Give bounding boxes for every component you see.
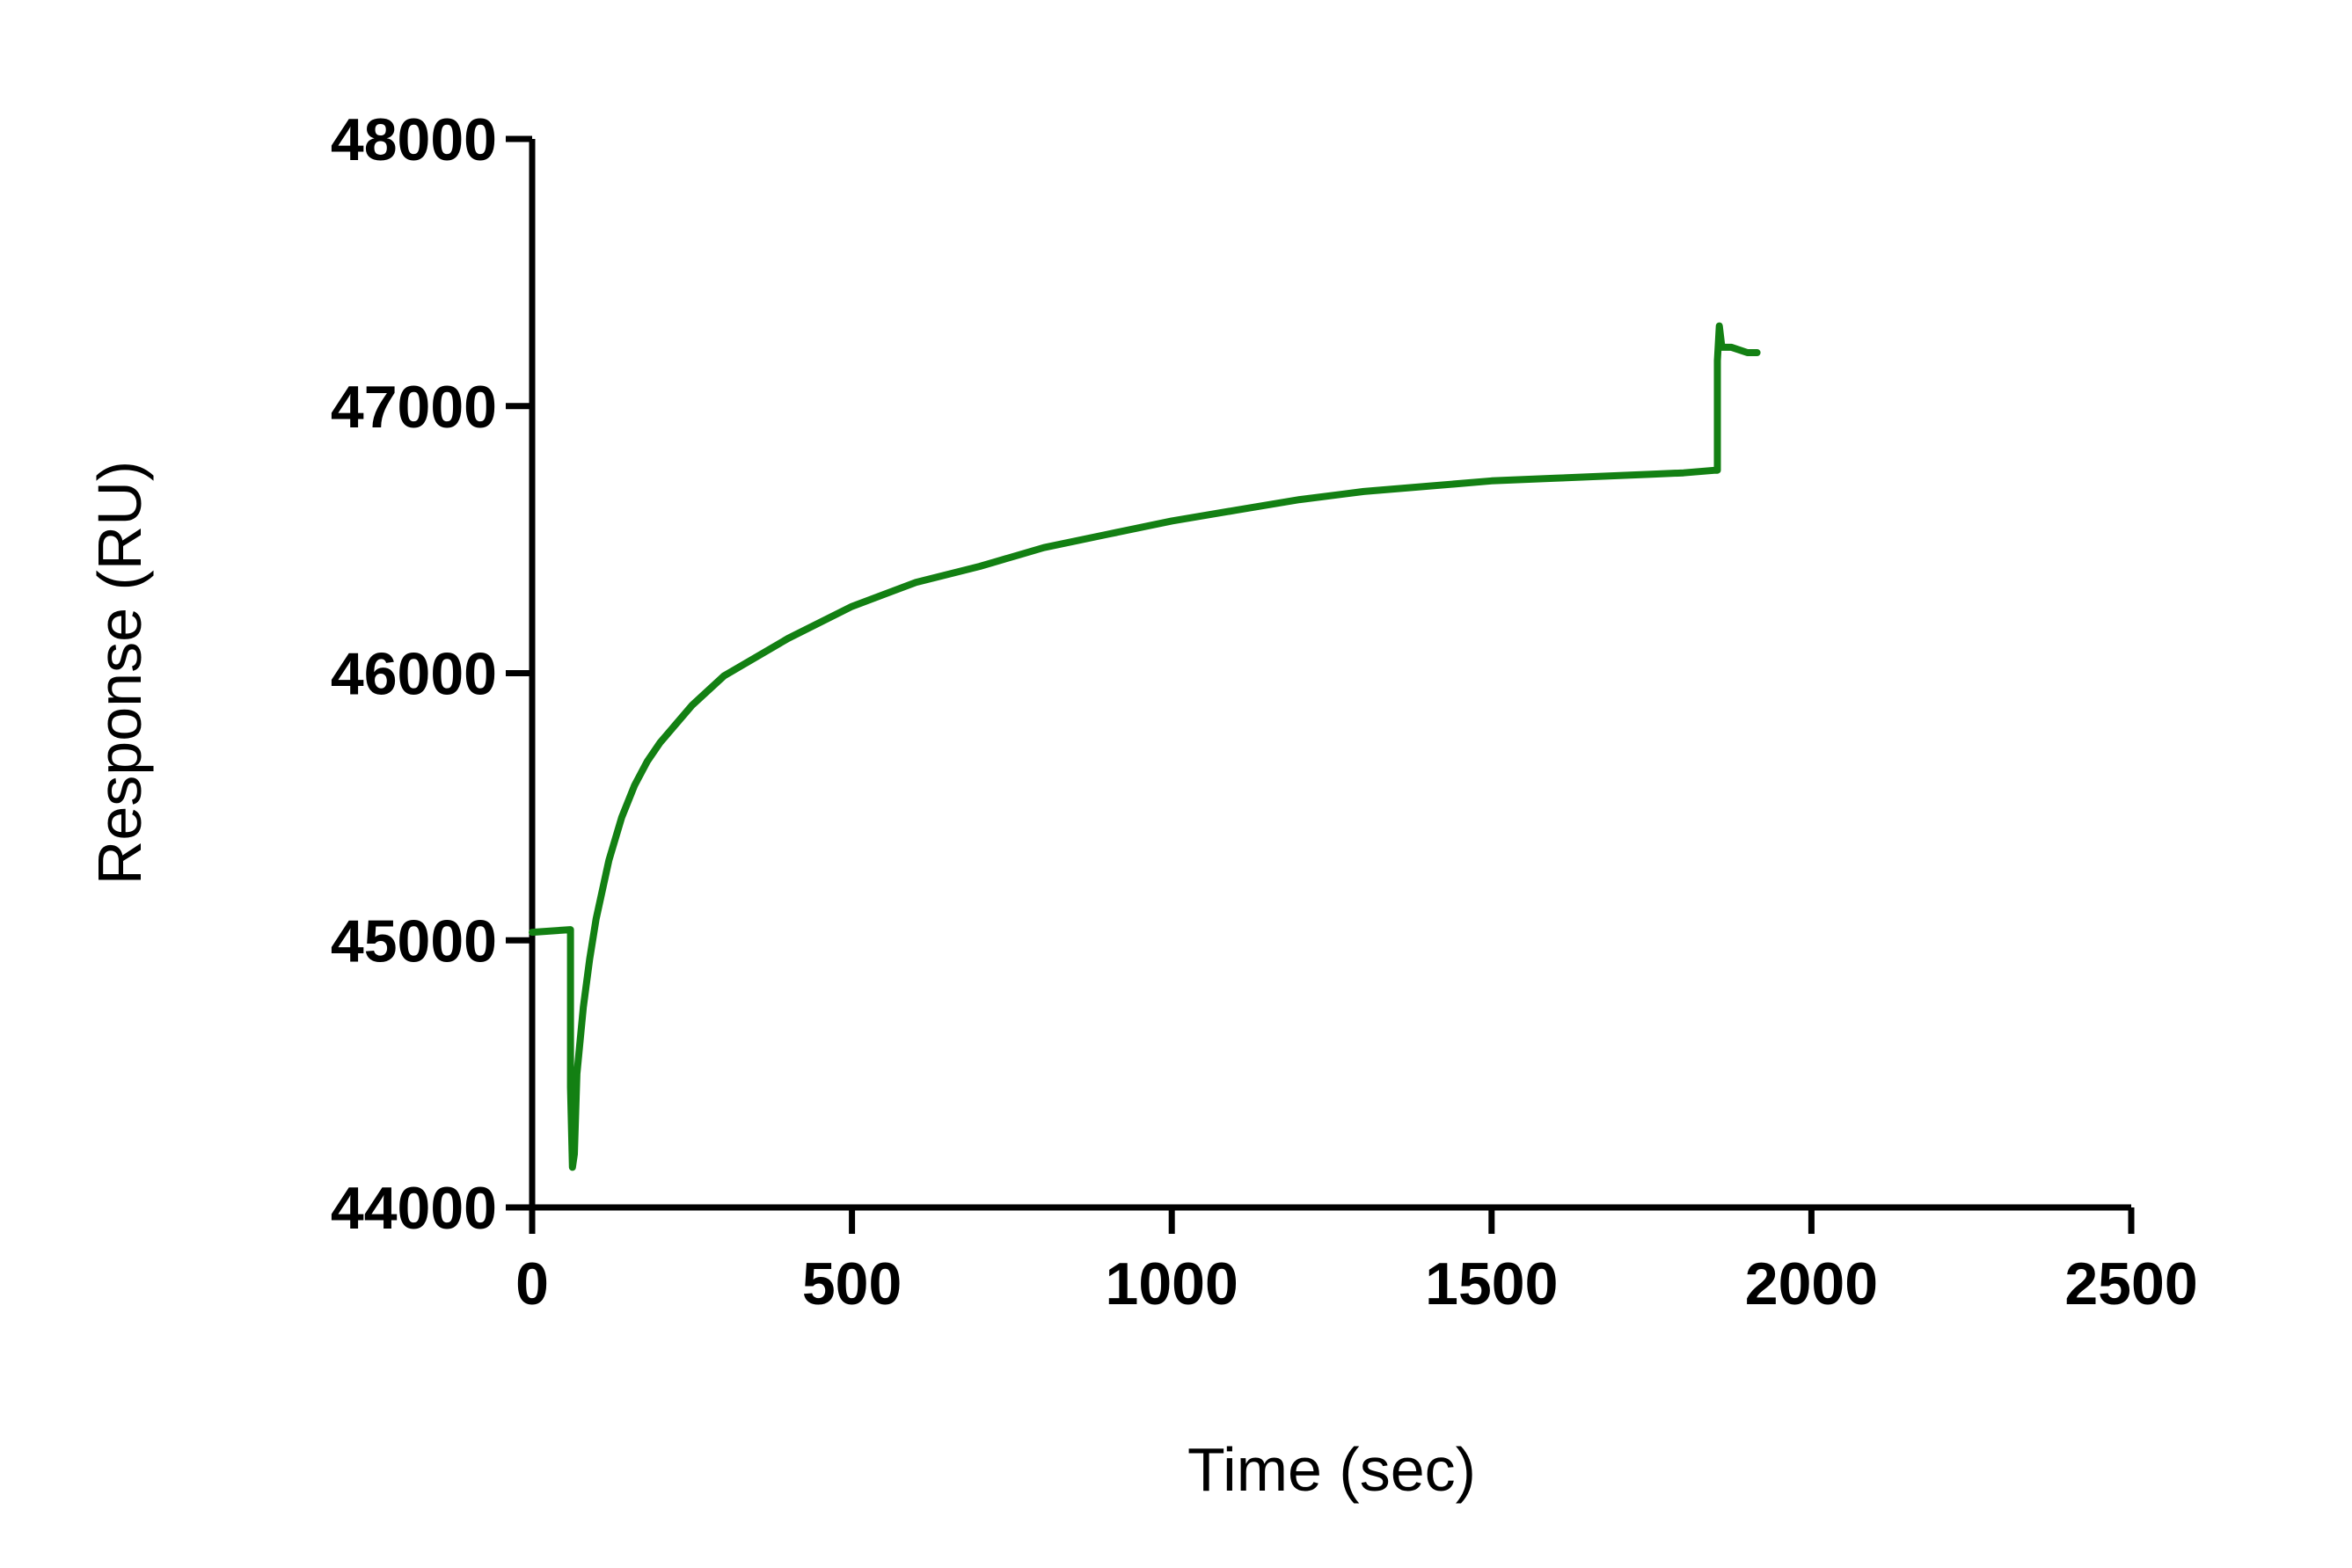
series-group: [529, 322, 1761, 1171]
x-tick-label: 1000: [1106, 1251, 1238, 1317]
x-tick-label: 1500: [1425, 1251, 1558, 1317]
y-tick-label: 46000: [331, 641, 497, 708]
y-ticks: 44000 45000 46000 47000 48000: [331, 106, 532, 1242]
series-line-0: [529, 322, 1761, 1171]
y-axis-title: Response (RU): [85, 461, 154, 885]
x-tick-label: 2500: [2064, 1251, 2197, 1317]
x-ticks: 0 500 1000 1500 2000 2500: [515, 1207, 2198, 1317]
y-tick-label: 45000: [331, 908, 497, 974]
y-tick-label: 48000: [331, 106, 497, 173]
x-tick-label: 2000: [1745, 1251, 1878, 1317]
x-axis-title: Time (sec): [1187, 1435, 1476, 1504]
y-tick-label: 47000: [331, 374, 497, 441]
axes: [529, 139, 2131, 1211]
y-tick-label: 44000: [331, 1175, 497, 1242]
x-tick-label: 500: [802, 1251, 902, 1317]
x-tick-label: 0: [515, 1251, 549, 1317]
